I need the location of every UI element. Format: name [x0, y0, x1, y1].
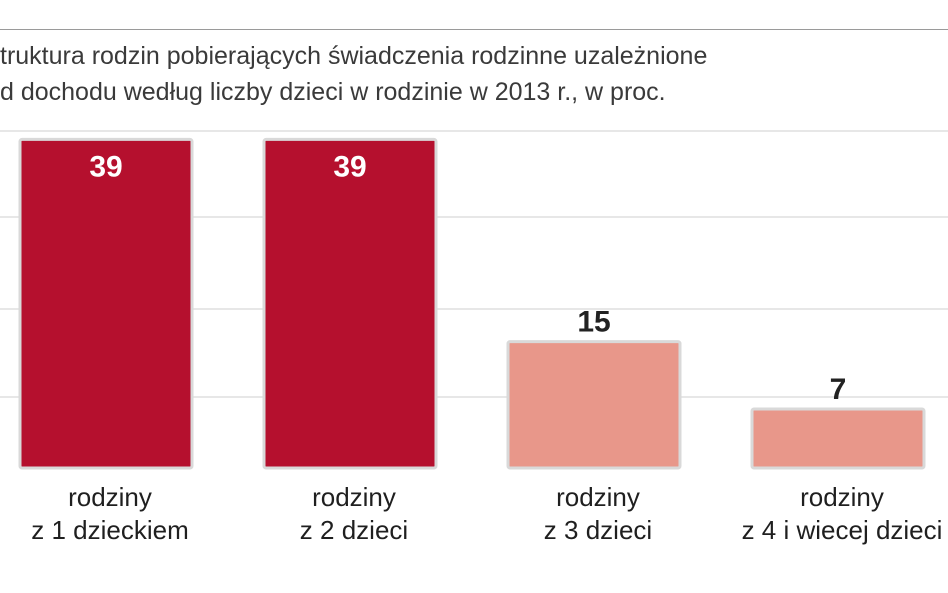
value-labels: 39 39 15 7 — [89, 150, 846, 406]
bar — [506, 340, 682, 470]
value-label: 7 — [830, 373, 847, 406]
category-label: z 3 dzieci — [544, 515, 652, 545]
chart-title-line-2: d dochodu według liczby dzieci w rodzini… — [0, 78, 666, 106]
category-label: z 2 dzieci — [300, 515, 408, 545]
chart-title: truktura rodzin pobierających świadczeni… — [0, 38, 948, 110]
value-label: 15 — [577, 306, 610, 339]
category-label: rodziny — [312, 482, 396, 512]
category-label: z 1 dzieckiem — [31, 515, 189, 545]
bar — [750, 407, 926, 470]
top-rule — [0, 29, 948, 30]
category-label: rodziny — [68, 482, 152, 512]
chart-title-line-1: truktura rodzin pobierających świadczeni… — [0, 42, 708, 70]
value-label: 39 — [89, 150, 122, 183]
bar — [262, 137, 438, 470]
category-label: z 4 i wiecej dzieci — [742, 515, 943, 545]
category-label: rodziny — [800, 482, 884, 512]
bar — [18, 137, 194, 470]
bars — [18, 137, 926, 470]
value-label: 39 — [333, 150, 366, 183]
category-label: rodziny — [556, 482, 640, 512]
